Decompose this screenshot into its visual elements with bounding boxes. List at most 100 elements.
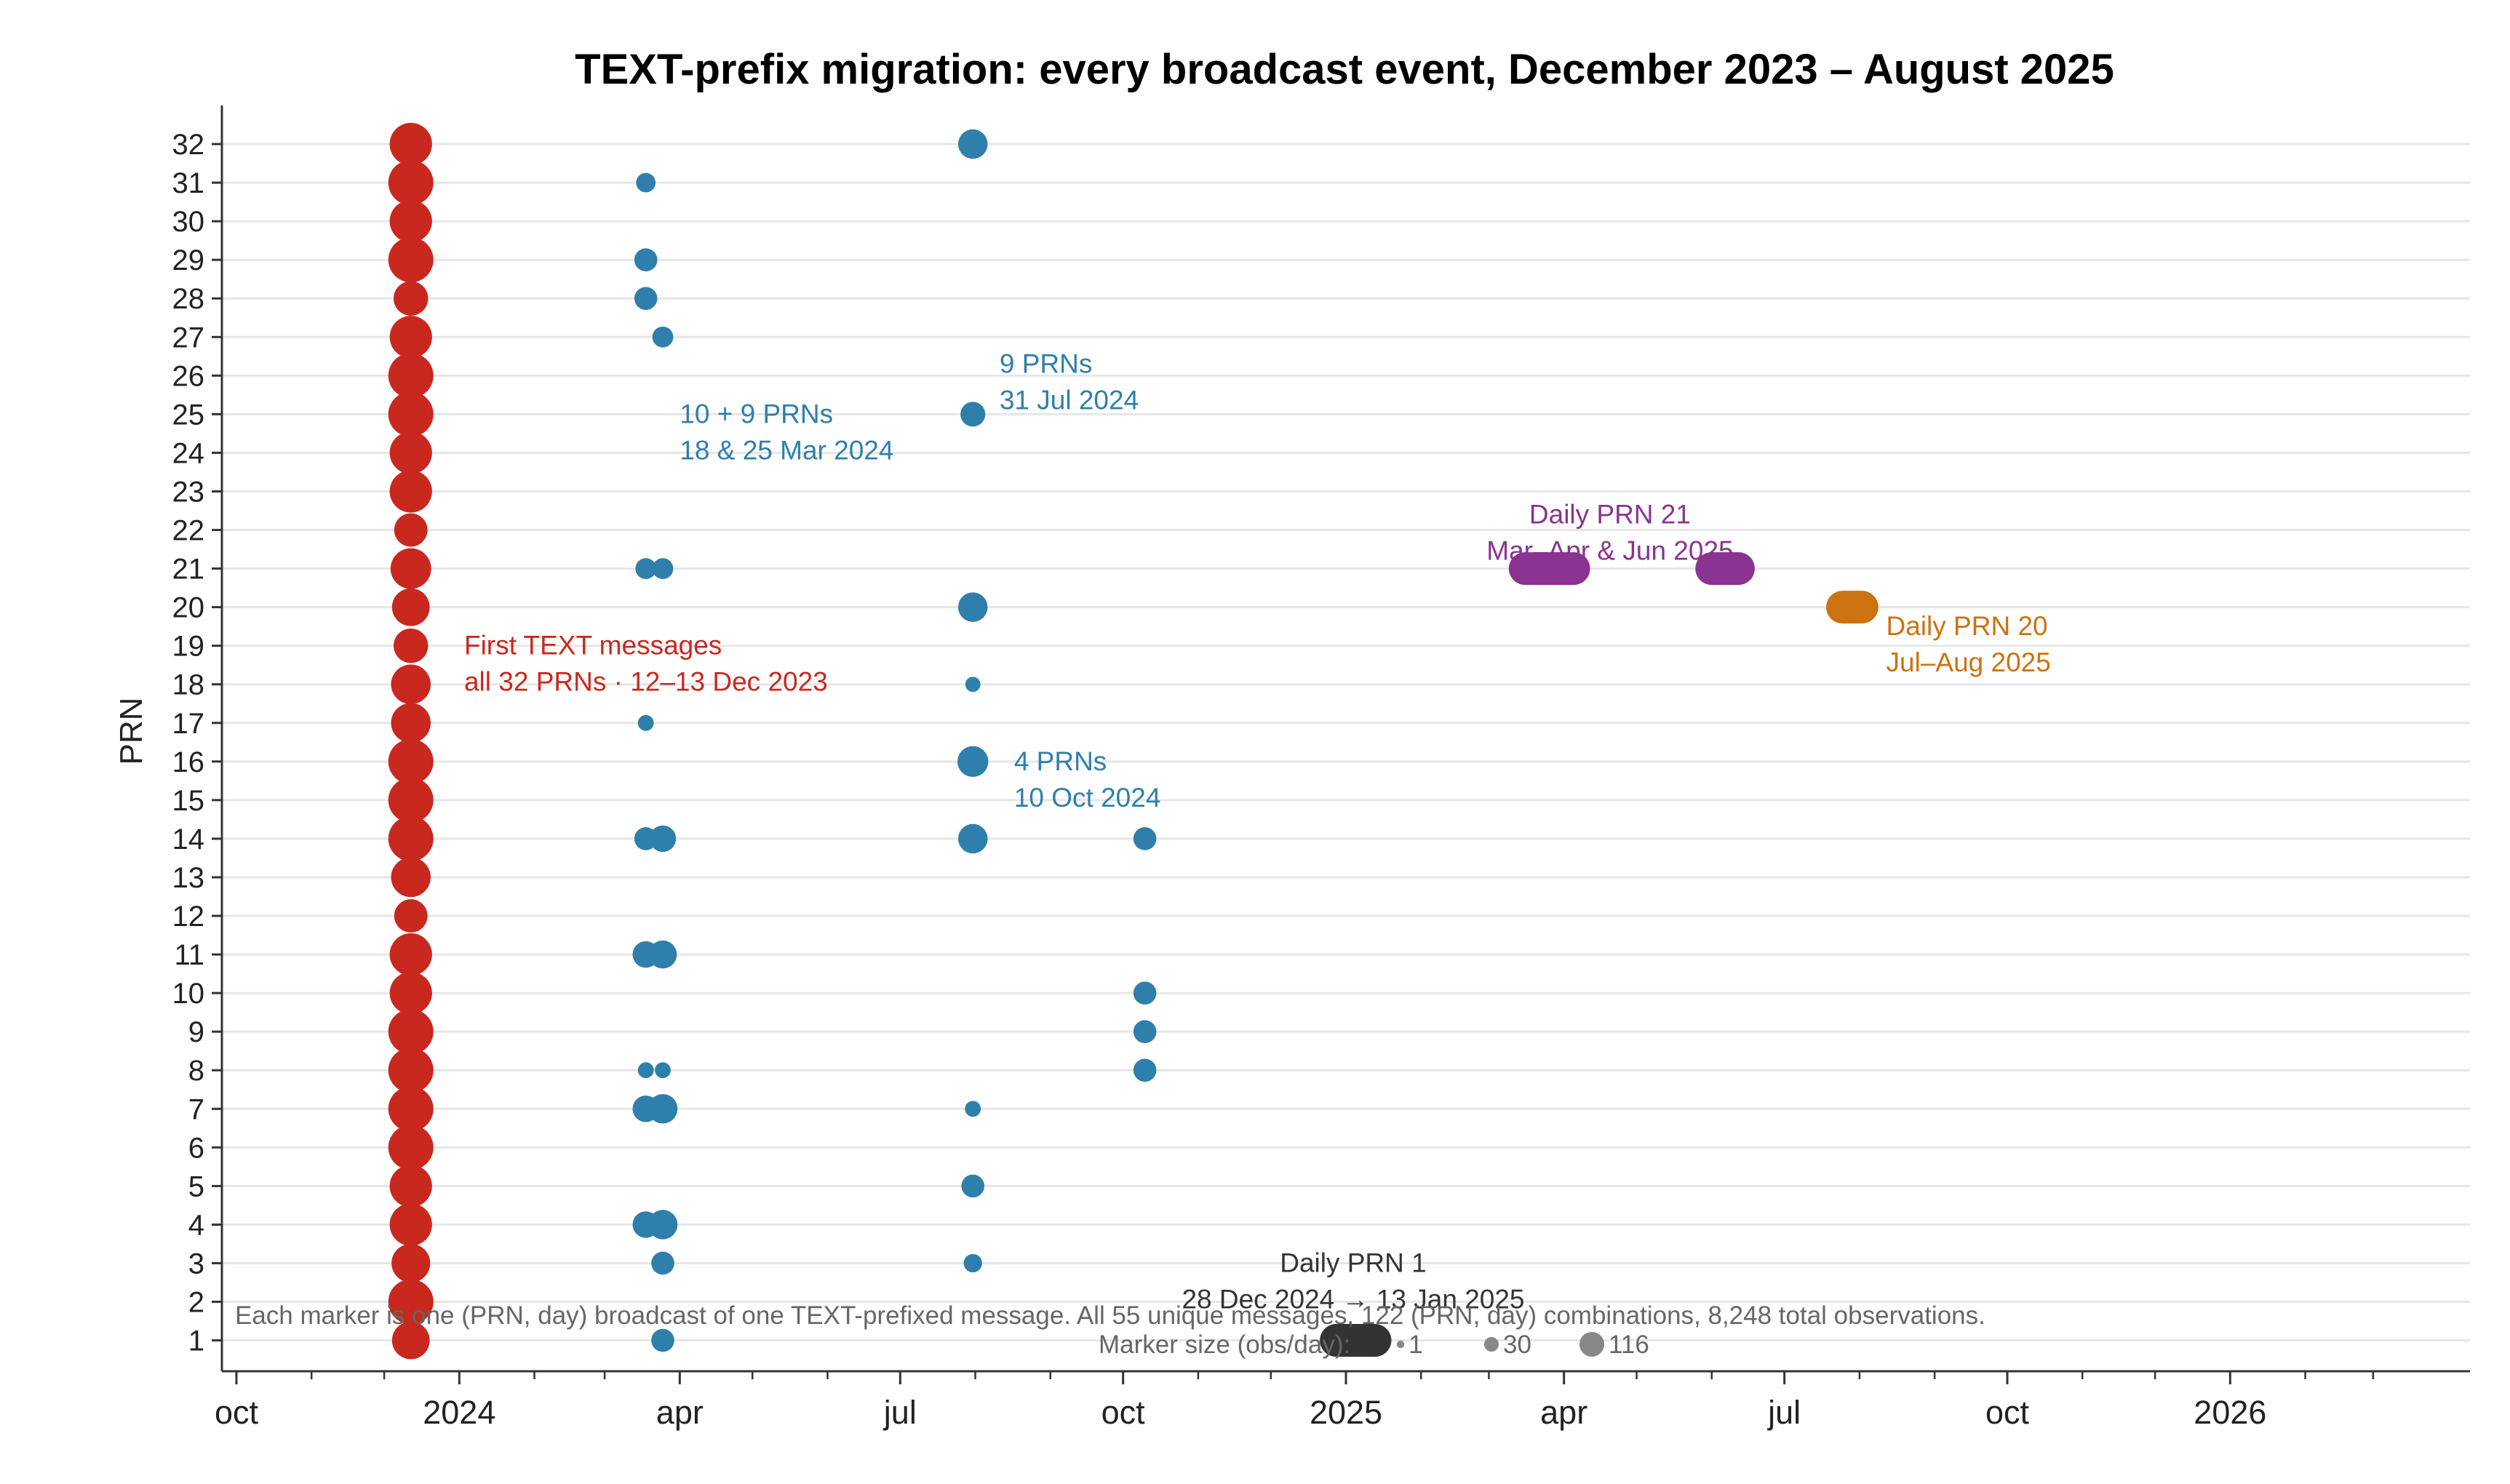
y-tick-label: 12 — [172, 901, 205, 933]
y-tick-label: 27 — [172, 322, 205, 354]
y-tick-label: 16 — [172, 746, 205, 778]
annotation-line: First TEXT messages — [464, 631, 722, 661]
point-initial-prn-24 — [389, 431, 432, 474]
y-tick-label: 20 — [172, 592, 205, 624]
y-tick-label: 8 — [188, 1055, 204, 1087]
point-initial-prn-20 — [391, 588, 430, 626]
y-tick-label: 21 — [172, 554, 205, 586]
size-legend: Marker size (obs/day): 1 30 116 — [1099, 1331, 1649, 1359]
y-tick-label: 3 — [188, 1248, 204, 1280]
point-broadcast-prn-14 — [1133, 827, 1157, 850]
annotation-line: all 32 PRNs · 12–13 Dec 2023 — [464, 667, 828, 697]
y-tick-label: 29 — [172, 244, 205, 276]
point-broadcast-prn-17 — [637, 714, 654, 731]
y-tick-label: 18 — [172, 669, 205, 701]
size-legend-value: 30 — [1503, 1331, 1531, 1359]
point-initial-prn-8 — [388, 1048, 434, 1093]
point-initial-prn-19 — [394, 628, 429, 663]
point-broadcast-prn-1 — [651, 1328, 674, 1352]
y-tick-label: 30 — [172, 206, 205, 238]
y-tick-label: 17 — [172, 708, 205, 740]
point-initial-prn-26 — [388, 353, 434, 399]
point-initial-prn-3 — [391, 1243, 431, 1283]
point-initial-prn-16 — [388, 738, 434, 784]
point-initial-prn-23 — [389, 470, 432, 513]
x-tick-label: 2026 — [2194, 1394, 2266, 1431]
y-tick-label: 2 — [188, 1287, 204, 1319]
point-broadcast-prn-20 — [957, 592, 988, 622]
point-broadcast-prn-16 — [957, 746, 989, 778]
point-initial-prn-12 — [394, 899, 428, 933]
annotation-broadcast: 4 PRNs 10 Oct 2024 — [1014, 746, 1161, 813]
point-initial-prn-21 — [390, 548, 431, 589]
point-broadcast-prn-9 — [1133, 1020, 1157, 1043]
point-broadcast-prn-21 — [635, 558, 657, 579]
point-broadcast-prn-7 — [648, 1094, 678, 1124]
chart-title: TEXT-prefix migration: every broadcast e… — [575, 46, 2114, 93]
annotation-line: 10 Oct 2024 — [1014, 783, 1161, 813]
x-tick-label: oct — [215, 1394, 259, 1431]
y-tick-label: 10 — [172, 978, 205, 1010]
size-legend-value: 1 — [1409, 1331, 1422, 1359]
point-broadcast-prn-11 — [648, 940, 677, 969]
annotation-layer: First TEXT messages all 32 PRNs · 12–13 D… — [464, 348, 2051, 1314]
point-initial-prn-18 — [391, 664, 431, 704]
y-tick-label: 19 — [172, 631, 205, 663]
y-tick-label: 5 — [188, 1170, 204, 1202]
size-legend-label: Marker size (obs/day): — [1099, 1331, 1350, 1359]
point-initial-prn-11 — [389, 933, 432, 976]
point-broadcast-prn-5 — [961, 1174, 985, 1198]
point-broadcast-prn-3 — [963, 1253, 982, 1273]
point-broadcast-prn-21 — [652, 558, 674, 579]
point-broadcast-prn-14 — [957, 823, 988, 854]
y-tick-label: 6 — [188, 1132, 204, 1164]
size-legend-value: 116 — [1609, 1331, 1649, 1359]
point-broadcast-prn-18 — [965, 677, 981, 693]
y-tick-label: 7 — [188, 1093, 204, 1125]
point-broadcast-prn-25 — [960, 402, 986, 427]
point-initial-prn-6 — [388, 1125, 434, 1170]
y-tick-label: 31 — [172, 167, 205, 199]
x-tick-label: apr — [1540, 1394, 1587, 1431]
annotation-prn1: Daily PRN 1 28 Dec 2024 → 13 Jan 2025 — [1182, 1248, 1524, 1314]
point-initial-prn-27 — [389, 316, 432, 359]
point-initial-prn-5 — [389, 1165, 432, 1208]
point-initial-prn-7 — [388, 1086, 434, 1132]
point-initial-prn-25 — [388, 391, 434, 437]
point-broadcast-prn-7 — [965, 1101, 981, 1117]
point-initial-prn-10 — [389, 971, 432, 1015]
marks-layer — [388, 122, 1878, 1360]
y-tick-label: 23 — [172, 476, 205, 508]
point-broadcast-prn-8 — [1133, 1058, 1157, 1082]
annotation-line: 18 & 25 Mar 2024 — [680, 435, 893, 465]
annotation-initial: First TEXT messages all 32 PRNs · 12–13 D… — [464, 631, 828, 697]
point-initial-prn-1 — [391, 1321, 430, 1360]
annotation-line: Jul–Aug 2025 — [1887, 647, 2051, 677]
point-broadcast-prn-4 — [648, 1210, 678, 1240]
y-tick-label: 32 — [172, 129, 205, 161]
x-tick-label: oct — [1101, 1394, 1146, 1431]
y-tick-label: 9 — [188, 1016, 204, 1048]
annotation-line: 10 + 9 PRNs — [680, 399, 833, 428]
annotation-line: 28 Dec 2024 → 13 Jan 2025 — [1182, 1284, 1524, 1314]
y-tick-label: 25 — [172, 399, 205, 431]
point-broadcast-prn-29 — [634, 248, 658, 271]
annotation-line: Mar–Apr & Jun 2025 — [1486, 535, 1733, 565]
y-tick-label: 1 — [188, 1325, 204, 1357]
y-tick-label: 28 — [172, 283, 205, 315]
annotation-prn20: Daily PRN 20 Jul–Aug 2025 — [1887, 611, 2051, 677]
point-initial-prn-15 — [388, 777, 434, 823]
annotation-broadcast: 10 + 9 PRNs 18 & 25 Mar 2024 — [680, 399, 893, 465]
point-broadcast-prn-3 — [651, 1251, 674, 1275]
y-tick-label: 24 — [172, 437, 205, 469]
point-broadcast-prn-27 — [652, 326, 674, 348]
point-initial-prn-30 — [389, 200, 432, 243]
point-initial-prn-13 — [391, 857, 431, 898]
x-tick-label: apr — [656, 1394, 704, 1431]
axis-layer: 1234567891011121314151617181920212223242… — [172, 105, 2470, 1431]
point-initial-prn-2 — [388, 1279, 434, 1325]
point-initial-prn-29 — [388, 237, 434, 283]
point-initial-prn-9 — [388, 1009, 434, 1055]
annotation-line: 4 PRNs — [1014, 746, 1107, 776]
